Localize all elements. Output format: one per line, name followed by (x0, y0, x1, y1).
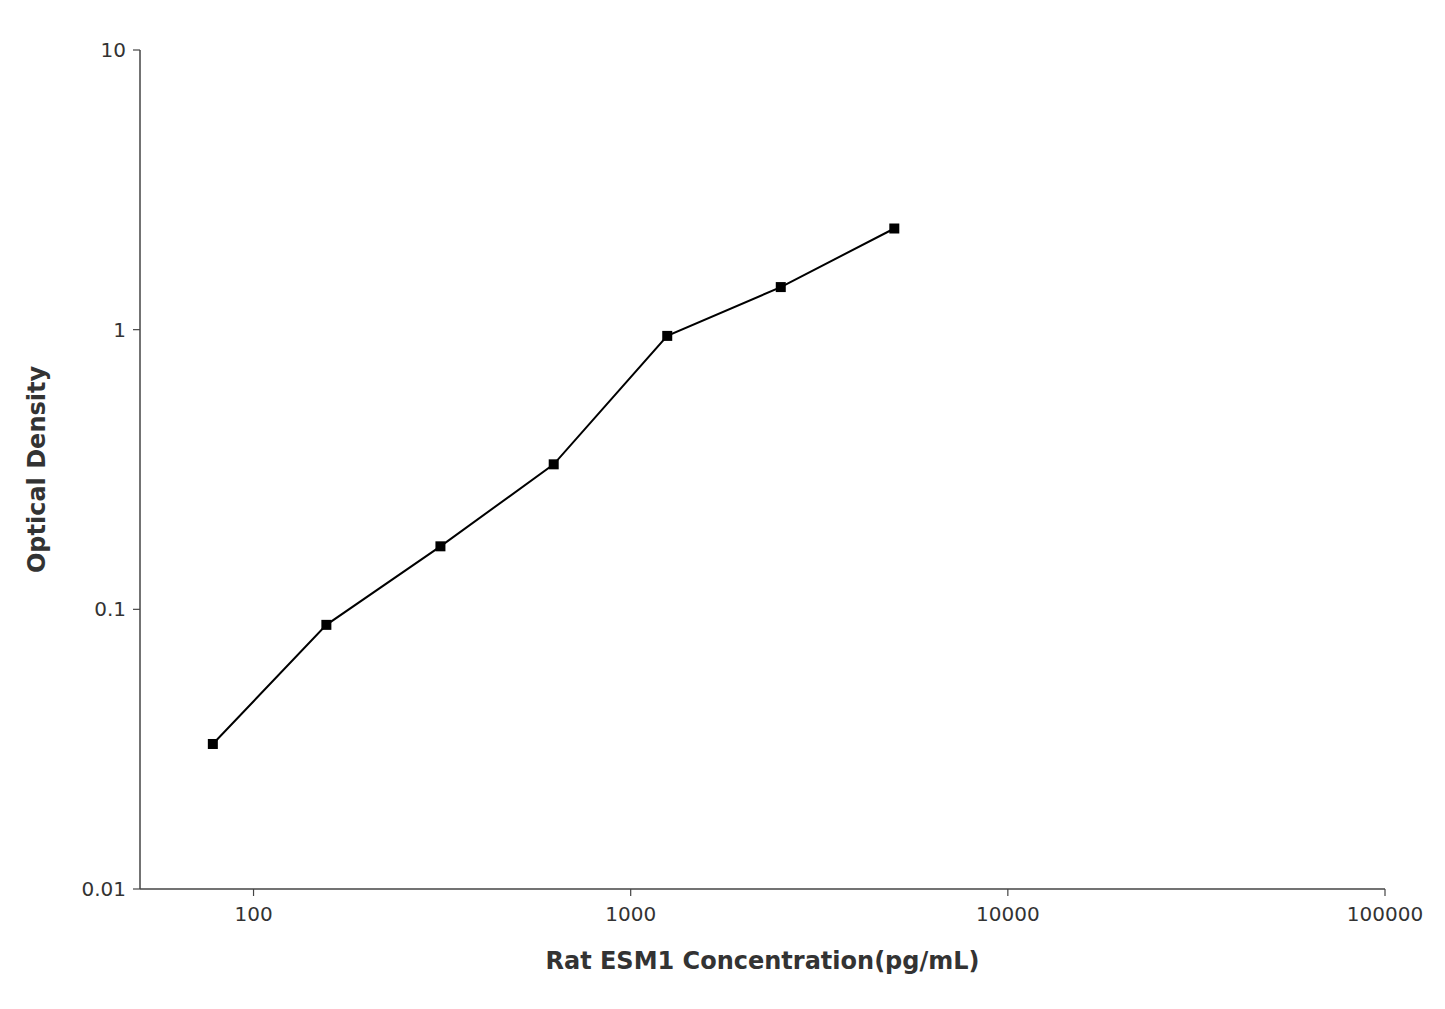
x-tick (253, 889, 254, 896)
data-point (662, 331, 672, 341)
data-line (213, 229, 894, 744)
data-point (889, 224, 899, 234)
x-tick-label: 100000 (1347, 902, 1423, 926)
x-tick-label: 1000 (605, 902, 656, 926)
x-tick (1384, 889, 1385, 896)
data-point (208, 739, 218, 749)
y-tick-label: 0.01 (81, 877, 126, 901)
y-axis-line (139, 50, 141, 889)
y-tick-label: 1 (113, 318, 126, 342)
data-point (435, 541, 445, 551)
x-axis-line (140, 888, 1385, 890)
data-point (549, 459, 559, 469)
y-tick-label: 0.1 (94, 597, 126, 621)
x-tick (630, 889, 631, 896)
y-tick (133, 609, 140, 610)
x-axis-label: Rat ESM1 Concentration(pg/mL) (545, 947, 979, 975)
chart-container: 100 1000 10000 100000 0.01 0.1 1 10 Rat ESM1 Con… (0, 0, 1445, 1009)
plot-area (208, 224, 899, 749)
chart-svg: 100 1000 10000 100000 0.01 0.1 1 10 Rat ESM1 Con… (0, 0, 1445, 1009)
x-tick-label: 10000 (976, 902, 1040, 926)
x-tick-label: 100 (234, 902, 272, 926)
y-tick-label: 10 (101, 38, 126, 62)
y-tick (133, 329, 140, 330)
y-tick (133, 888, 140, 889)
data-point (776, 282, 786, 292)
y-axis-label: Optical Density (23, 366, 51, 574)
x-tick (1007, 889, 1008, 896)
data-point (321, 620, 331, 630)
y-tick (133, 49, 140, 50)
